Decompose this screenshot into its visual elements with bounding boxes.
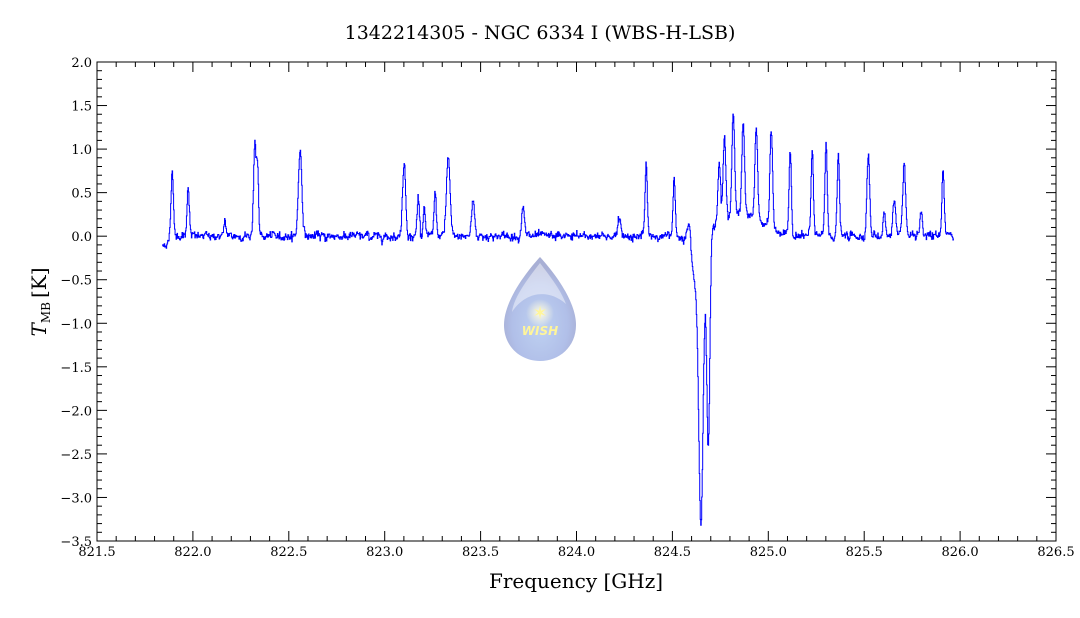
x-tick-label: 825.0 xyxy=(750,545,787,560)
y-axis-label: TMB [K] xyxy=(27,268,53,337)
x-tick-label: 822.0 xyxy=(174,545,211,560)
x-tick-label: 823.0 xyxy=(366,545,403,560)
svg-text:TMB[K]: TMB [K] xyxy=(27,268,53,337)
x-tick-label: 822.5 xyxy=(270,545,307,560)
y-tick-label: −1.0 xyxy=(60,317,92,332)
y-tick-label: −3.0 xyxy=(60,491,92,506)
y-label-unit: [K] xyxy=(27,268,51,299)
wish-star-icon: ✶ xyxy=(532,303,547,324)
plot-frame xyxy=(96,61,1057,542)
y-tick-label: −2.0 xyxy=(60,404,92,419)
x-tick-label: 824.0 xyxy=(558,545,595,560)
x-tick-label: 825.5 xyxy=(846,545,883,560)
y-tick-label: 2.0 xyxy=(71,56,92,71)
y-label-subscript: MB xyxy=(39,302,53,323)
y-tick-label: −2.5 xyxy=(60,448,92,463)
wish-logo: ✶ WISH xyxy=(504,257,576,361)
y-tick-label: −3.5 xyxy=(60,535,92,550)
logo-text: WISH xyxy=(522,324,558,338)
y-tick-label: 1.0 xyxy=(71,143,92,158)
chart-title: 1342214305 - NGC 6334 I (WBS-H-LSB) xyxy=(345,22,736,44)
x-tick-label: 821.5 xyxy=(78,545,115,560)
y-tick-label: 0.0 xyxy=(71,230,92,245)
y-tick-label: 0.5 xyxy=(71,187,92,202)
x-tick-label: 826.5 xyxy=(1037,545,1074,560)
x-tick-label: 826.0 xyxy=(941,545,978,560)
x-tick-label: 824.5 xyxy=(654,545,691,560)
y-tick-label: −1.5 xyxy=(60,361,92,376)
y-label-symbol: T xyxy=(27,322,51,337)
x-tick-label: 823.5 xyxy=(462,545,499,560)
y-tick-label: 1.5 xyxy=(71,100,92,115)
x-axis-label: Frequency [GHz] xyxy=(489,569,663,593)
spectrum-line xyxy=(162,113,954,526)
y-tick-label: −0.5 xyxy=(60,274,92,289)
